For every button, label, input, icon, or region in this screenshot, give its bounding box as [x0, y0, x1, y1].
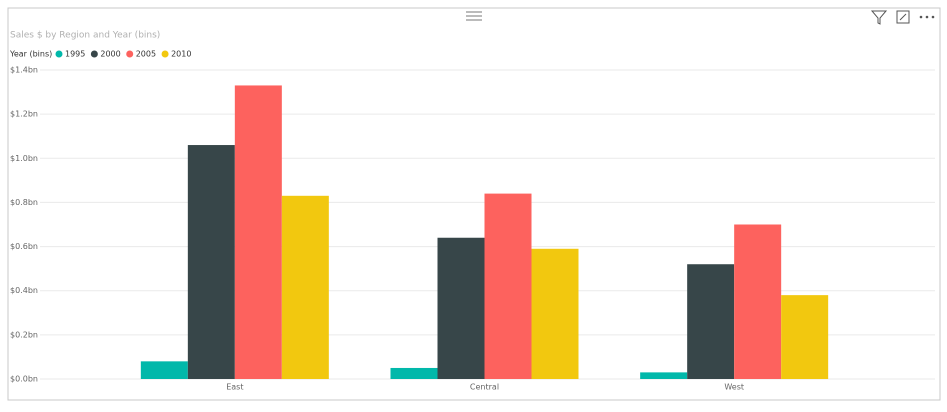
- more-options[interactable]: [919, 15, 935, 19]
- legend-label: 2000: [100, 50, 120, 59]
- x-tick-label: East: [226, 383, 243, 392]
- bar: [531, 248, 579, 379]
- bar: [734, 224, 782, 379]
- legend-label: 1995: [65, 50, 85, 59]
- legend-label: 2005: [136, 50, 156, 59]
- bar: [140, 361, 188, 379]
- y-tick-label: $0.2bn: [10, 330, 38, 339]
- y-tick-label: $1.2bn: [10, 110, 38, 119]
- x-tick-label: Central: [470, 383, 499, 392]
- legend-marker: [90, 50, 98, 58]
- x-tick-label: West: [724, 383, 744, 392]
- y-tick-label: $0.8bn: [10, 198, 38, 207]
- legend-title: Year (bins): [9, 50, 52, 59]
- y-tick-label: $0.0bn: [10, 375, 38, 384]
- y-tick-label: $1.0bn: [10, 154, 38, 163]
- bar: [187, 145, 235, 379]
- legend-marker: [161, 50, 169, 58]
- legend-marker: [55, 50, 63, 58]
- bar: [234, 85, 282, 379]
- y-tick-label: $0.6bn: [10, 242, 38, 251]
- bar: [687, 264, 735, 379]
- legend-label: 2010: [171, 50, 191, 59]
- bar: [390, 367, 438, 379]
- y-tick-label: $1.4bn: [10, 66, 38, 75]
- y-tick-label: $0.4bn: [10, 286, 38, 295]
- filter-icon[interactable]: [870, 10, 888, 25]
- bar: [640, 372, 688, 379]
- bar: [437, 237, 485, 379]
- chart-title: Sales $ by Region and Year (bins): [10, 31, 160, 41]
- focus-icon[interactable]: [896, 10, 910, 24]
- legend-marker: [126, 50, 134, 58]
- bar: [484, 193, 532, 379]
- bar: [281, 195, 329, 379]
- drag-handle[interactable]: [466, 11, 482, 21]
- bar: [781, 295, 829, 379]
